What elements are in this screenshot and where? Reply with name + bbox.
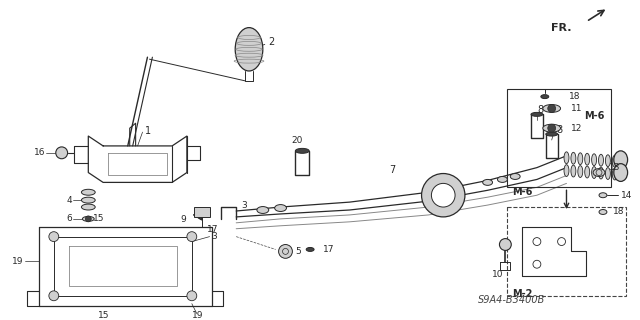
Text: M-2: M-2 (512, 289, 532, 299)
Text: 19: 19 (192, 311, 204, 320)
Ellipse shape (593, 169, 605, 177)
Ellipse shape (578, 166, 583, 178)
Ellipse shape (275, 204, 287, 212)
Polygon shape (194, 210, 202, 220)
Text: 13: 13 (609, 163, 620, 172)
Circle shape (49, 291, 59, 301)
Ellipse shape (510, 173, 520, 180)
Ellipse shape (605, 155, 611, 167)
Ellipse shape (598, 154, 604, 166)
Circle shape (422, 173, 465, 217)
Ellipse shape (81, 189, 95, 195)
Ellipse shape (591, 154, 596, 166)
Text: FR.: FR. (551, 23, 572, 33)
Text: 6: 6 (67, 214, 72, 223)
Text: 12: 12 (572, 124, 583, 133)
Ellipse shape (546, 132, 557, 136)
Text: 9: 9 (180, 215, 186, 224)
Circle shape (85, 216, 92, 222)
Ellipse shape (614, 164, 628, 181)
Circle shape (187, 232, 196, 242)
Text: 8: 8 (557, 125, 563, 135)
Text: 2: 2 (269, 37, 275, 47)
Ellipse shape (585, 166, 589, 178)
Text: 3: 3 (212, 232, 218, 241)
Circle shape (499, 239, 511, 251)
Circle shape (431, 183, 455, 207)
Ellipse shape (571, 165, 576, 177)
Ellipse shape (564, 165, 569, 177)
Ellipse shape (599, 193, 607, 198)
Ellipse shape (81, 197, 95, 203)
Text: 1: 1 (145, 126, 150, 136)
Ellipse shape (83, 216, 94, 221)
Circle shape (548, 124, 556, 132)
Ellipse shape (236, 28, 263, 71)
Text: 4: 4 (67, 196, 72, 205)
Ellipse shape (483, 180, 493, 185)
Text: 11: 11 (572, 104, 583, 113)
Text: 15: 15 (98, 311, 109, 320)
Ellipse shape (564, 152, 569, 164)
Ellipse shape (497, 177, 508, 182)
Circle shape (278, 244, 292, 258)
Text: 3: 3 (241, 201, 247, 210)
Text: 5: 5 (295, 247, 301, 256)
Text: 18: 18 (568, 92, 580, 101)
Ellipse shape (605, 168, 611, 180)
Ellipse shape (591, 167, 596, 179)
Ellipse shape (599, 210, 607, 214)
Text: 20: 20 (292, 137, 303, 146)
Ellipse shape (541, 95, 548, 99)
Text: 19: 19 (12, 257, 23, 266)
Text: M-6: M-6 (512, 187, 532, 197)
Ellipse shape (614, 151, 628, 169)
Text: 18: 18 (613, 207, 625, 216)
Ellipse shape (612, 155, 617, 167)
Ellipse shape (598, 167, 604, 179)
Text: 14: 14 (621, 191, 632, 200)
Ellipse shape (295, 148, 309, 153)
Circle shape (187, 291, 196, 301)
Text: 16: 16 (35, 148, 46, 157)
Ellipse shape (612, 168, 617, 180)
Ellipse shape (585, 153, 589, 165)
Circle shape (49, 232, 59, 242)
Text: 7: 7 (389, 164, 396, 175)
Text: 15: 15 (93, 214, 105, 223)
Ellipse shape (543, 105, 561, 112)
Ellipse shape (578, 153, 583, 165)
Text: 10: 10 (492, 269, 503, 279)
Ellipse shape (543, 124, 561, 132)
Bar (194, 207, 209, 217)
Bar (508, 207, 626, 296)
Ellipse shape (306, 247, 314, 252)
Ellipse shape (531, 112, 543, 116)
Circle shape (548, 105, 556, 112)
Text: S9A4-B3400B: S9A4-B3400B (477, 295, 545, 305)
Ellipse shape (257, 206, 269, 213)
Bar (508, 89, 611, 187)
Text: 8: 8 (537, 105, 543, 116)
Text: 17: 17 (207, 225, 218, 234)
Text: M-6: M-6 (584, 111, 605, 121)
Ellipse shape (571, 152, 576, 164)
Circle shape (56, 147, 68, 159)
Text: 17: 17 (323, 245, 335, 254)
Ellipse shape (81, 204, 95, 210)
